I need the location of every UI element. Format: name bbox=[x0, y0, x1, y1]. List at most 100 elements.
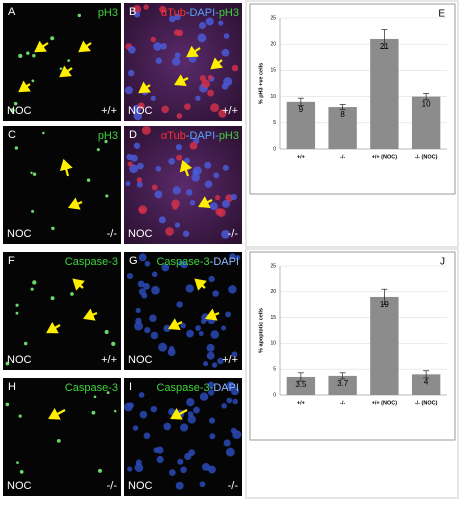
cell bbox=[14, 146, 19, 150]
x-tick-label: +/+ (NOC) bbox=[372, 154, 398, 160]
cell bbox=[97, 468, 102, 473]
cell bbox=[226, 381, 235, 390]
cell bbox=[186, 329, 194, 338]
panel-letter: J bbox=[440, 257, 445, 268]
y-tick-label: 0 bbox=[273, 392, 276, 398]
cell bbox=[137, 102, 145, 110]
cell bbox=[138, 253, 147, 262]
cell bbox=[153, 42, 162, 51]
cell bbox=[175, 144, 183, 151]
micrograph bbox=[3, 378, 121, 496]
arrow bbox=[72, 278, 85, 291]
cell bbox=[138, 205, 148, 215]
cell bbox=[187, 411, 194, 417]
cell bbox=[197, 33, 207, 43]
cell bbox=[150, 95, 156, 101]
cell bbox=[133, 142, 141, 149]
cell bbox=[151, 285, 160, 295]
arrow bbox=[168, 318, 183, 330]
cell bbox=[137, 280, 145, 288]
micrograph bbox=[3, 252, 121, 370]
cell bbox=[150, 331, 159, 340]
cell bbox=[151, 184, 158, 191]
x-tick-label: -/- bbox=[340, 154, 345, 160]
cell bbox=[127, 161, 133, 167]
chart-panel bbox=[249, 251, 456, 441]
cell bbox=[18, 53, 23, 59]
cell bbox=[105, 194, 109, 198]
cell bbox=[192, 166, 202, 176]
cell bbox=[226, 397, 233, 404]
panel-letter: D bbox=[129, 129, 137, 141]
cell bbox=[172, 57, 181, 66]
cell bbox=[5, 402, 10, 407]
cell bbox=[177, 458, 184, 465]
bar bbox=[286, 376, 316, 395]
cell bbox=[206, 343, 215, 352]
micrograph bbox=[124, 126, 242, 244]
stain-label: αTub-DAPI-pH3 bbox=[161, 7, 239, 19]
arrow bbox=[174, 74, 189, 86]
cell bbox=[153, 447, 160, 453]
bar bbox=[370, 38, 399, 149]
stain-label-part: αTub bbox=[161, 130, 186, 142]
cell bbox=[134, 11, 141, 18]
cell bbox=[184, 103, 191, 111]
cell bbox=[127, 402, 134, 409]
cell bbox=[151, 271, 158, 278]
arrow bbox=[48, 408, 66, 420]
stain-label: Caspase-3 bbox=[65, 256, 118, 268]
y-axis-label: % pH3 +ve cells bbox=[258, 63, 264, 104]
y-tick-label: 5 bbox=[273, 120, 276, 126]
cell bbox=[167, 348, 176, 357]
cell bbox=[159, 5, 167, 13]
value-label: 10 bbox=[422, 100, 431, 109]
cell bbox=[32, 280, 37, 285]
arrow bbox=[138, 81, 151, 94]
cell bbox=[42, 131, 45, 135]
panel-letter: A bbox=[8, 6, 16, 18]
cell bbox=[56, 439, 61, 443]
cell bbox=[127, 69, 135, 77]
bar bbox=[411, 96, 441, 149]
cell bbox=[176, 301, 183, 308]
genotype: -/- bbox=[228, 480, 239, 492]
micrograph bbox=[3, 126, 121, 244]
value-label: 9 bbox=[299, 105, 304, 114]
cell bbox=[149, 314, 157, 322]
genotype: -/- bbox=[107, 228, 118, 240]
cell bbox=[15, 303, 19, 307]
cell bbox=[161, 105, 169, 114]
bar bbox=[411, 374, 441, 395]
panel-letter: G bbox=[129, 255, 138, 267]
cell bbox=[158, 216, 166, 224]
micrograph bbox=[3, 3, 121, 121]
bar bbox=[286, 101, 316, 149]
cell bbox=[232, 430, 242, 440]
cell bbox=[18, 414, 22, 418]
condition: NOC bbox=[7, 105, 32, 117]
frame bbox=[245, 248, 459, 499]
cell bbox=[16, 461, 19, 464]
cell bbox=[209, 433, 216, 440]
cell bbox=[223, 33, 230, 39]
genotype: +/+ bbox=[222, 105, 238, 117]
genotype: +/+ bbox=[222, 354, 238, 366]
cell bbox=[210, 330, 219, 339]
arrow bbox=[34, 40, 49, 53]
arrow bbox=[59, 158, 73, 177]
cell bbox=[204, 180, 213, 188]
cell bbox=[113, 409, 117, 413]
panel-letter: F bbox=[8, 255, 15, 267]
cell bbox=[160, 43, 167, 50]
stain-label-part: -DAPI bbox=[210, 256, 239, 268]
cell bbox=[199, 392, 209, 401]
stain-label-part: Caspase-3 bbox=[156, 382, 209, 394]
genotype: -/- bbox=[107, 480, 118, 492]
cell bbox=[168, 408, 176, 416]
cell bbox=[211, 362, 218, 368]
stain-label-part: pH3 bbox=[219, 7, 239, 19]
arrow bbox=[204, 308, 220, 321]
cell bbox=[176, 29, 184, 37]
y-tick-label: 10 bbox=[270, 94, 276, 100]
